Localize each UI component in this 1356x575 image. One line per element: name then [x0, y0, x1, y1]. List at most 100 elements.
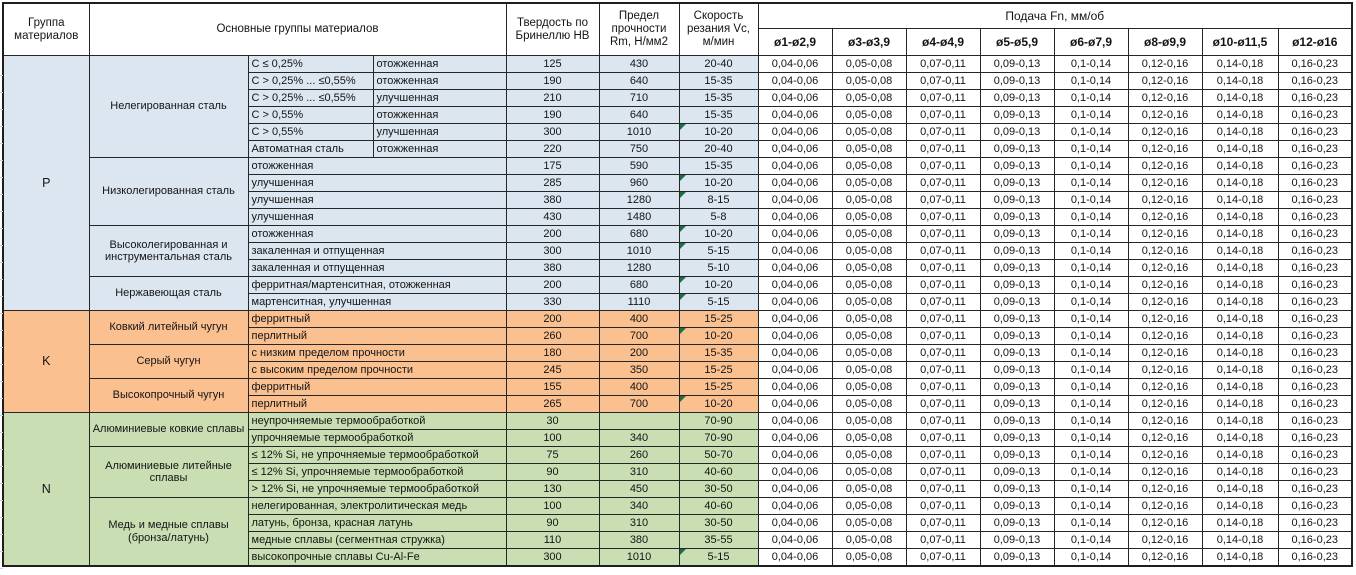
feed-value-cell: 0,07-0,11 [905, 412, 981, 430]
strength-rm-cell: 1010 [598, 123, 680, 141]
feed-value-cell: 0,12-0,16 [1127, 497, 1203, 515]
feed-value-cell: 0,05-0,08 [831, 327, 907, 345]
feed-value-cell: 0,05-0,08 [831, 242, 907, 260]
cutting-speed-cell: 5-15 [678, 293, 759, 311]
feed-value-cell: 0,09-0,13 [979, 514, 1055, 532]
feed-value-cell: 0,14-0,18 [1201, 191, 1279, 209]
feed-value-cell: 0,12-0,16 [1127, 344, 1203, 362]
feed-value-cell: 0,05-0,08 [831, 429, 907, 447]
feed-value-cell: 0,04-0,06 [757, 72, 833, 90]
feed-value-cell: 0,07-0,11 [905, 361, 981, 379]
feed-value-cell: 0,05-0,08 [831, 106, 907, 124]
feed-value-cell: 0,07-0,11 [905, 480, 981, 498]
feed-value-cell: 0,05-0,08 [831, 548, 907, 567]
feed-value-cell: 0,05-0,08 [831, 174, 907, 192]
feed-value-cell: 0,16-0,23 [1277, 242, 1353, 260]
group-letter-cell: K [2, 310, 90, 413]
feed-value-cell: 0,05-0,08 [831, 225, 907, 243]
table-row: улучшенная 430 1480 5-8 0,04-0,06 0,05-0,08 0,… [3, 208, 1353, 226]
cutting-speed-cell: 5-8 [678, 208, 759, 226]
feed-value-cell: 0,09-0,13 [979, 259, 1055, 277]
feed-value-cell: 0,07-0,11 [905, 497, 981, 515]
feed-value-cell: 0,04-0,06 [757, 174, 833, 192]
feed-value-cell: 0,04-0,06 [757, 89, 833, 107]
hardness-hb-cell: 330 [505, 293, 600, 311]
table-row: Нержавеющая сталь ферритная/мартенситная,… [3, 276, 1353, 311]
feed-value-cell: 0,14-0,18 [1201, 480, 1279, 498]
feed-value-cell: 0,14-0,18 [1201, 208, 1279, 226]
header-diameter-col-3: ø4-ø4,9 [905, 28, 981, 56]
feed-value-cell: 0,16-0,23 [1277, 72, 1353, 90]
feed-value-cell: 0,14-0,18 [1201, 140, 1279, 158]
feed-value-cell: 0,12-0,16 [1127, 276, 1203, 294]
feed-value-cell: 0,14-0,18 [1201, 395, 1279, 413]
feed-value-cell: 0,14-0,18 [1201, 412, 1279, 430]
strength-rm-cell: 700 [598, 395, 680, 413]
header-feed-title: Подача Fn, мм/об [757, 2, 1353, 29]
feed-value-cell: 0,1-0,14 [1053, 89, 1129, 107]
feed-value-cell: 0,16-0,23 [1277, 446, 1353, 464]
feed-value-cell: 0,12-0,16 [1127, 310, 1203, 328]
feed-value-cell: 0,12-0,16 [1127, 548, 1203, 567]
cutting-speed-cell: 5-10 [678, 259, 759, 277]
strength-rm-cell: 1480 [598, 208, 680, 226]
strength-rm-cell [598, 412, 680, 430]
feed-value-cell: 0,16-0,23 [1277, 548, 1353, 567]
feed-value-cell: 0,05-0,08 [831, 361, 907, 379]
strength-rm-cell: 1010 [598, 242, 680, 260]
feed-value-cell: 0,04-0,06 [757, 446, 833, 464]
feed-value-cell: 0,07-0,11 [905, 548, 981, 567]
material-description-cell: медные сплавы (сегментная стружка) [247, 531, 507, 549]
feed-value-cell: 0,05-0,08 [831, 55, 907, 73]
material-description-cell: с высоким пределом прочности [247, 361, 507, 379]
feed-value-cell: 0,1-0,14 [1053, 276, 1129, 294]
table-row: Высокопрочный чугун ферритный 155 400 15-25 0… [3, 378, 1353, 413]
feed-value-cell: 0,14-0,18 [1201, 157, 1279, 175]
feed-value-cell: 0,1-0,14 [1053, 140, 1129, 158]
strength-rm-cell: 1010 [598, 548, 680, 567]
feed-value-cell: 0,16-0,23 [1277, 310, 1353, 328]
feed-value-cell: 0,07-0,11 [905, 463, 981, 481]
header-diameter-col-7: ø10-ø11,5 [1201, 28, 1279, 56]
carbon-content-cell: C > 0,55% [247, 106, 374, 124]
feed-value-cell: 0,07-0,11 [905, 225, 981, 243]
feed-value-cell: 0,16-0,23 [1277, 412, 1353, 430]
feed-value-cell: 0,09-0,13 [979, 344, 1055, 362]
table-row: мартенситная, улучшенная 330 1110 5-15 0,04-… [3, 293, 1353, 311]
hardness-hb-cell: 285 [505, 174, 600, 192]
feed-value-cell: 0,14-0,18 [1201, 378, 1279, 396]
feed-value-cell: 0,14-0,18 [1201, 497, 1279, 515]
green-triangle-marker-icon [680, 277, 686, 283]
feed-value-cell: 0,1-0,14 [1053, 174, 1129, 192]
feed-value-cell: 0,09-0,13 [979, 412, 1055, 430]
feed-value-cell: 0,12-0,16 [1127, 123, 1203, 141]
cutting-speed-cell: 15-35 [678, 344, 759, 362]
green-triangle-marker-icon [680, 396, 686, 402]
feed-value-cell: 0,09-0,13 [979, 191, 1055, 209]
carbon-content-cell: C ≤ 0,25% [247, 55, 374, 73]
table-row: ≤ 12% Si, упрочняемые термообработкой 90 3… [3, 463, 1353, 481]
feed-value-cell: 0,09-0,13 [979, 225, 1055, 243]
feed-value-cell: 0,12-0,16 [1127, 72, 1203, 90]
feed-value-cell: 0,04-0,06 [757, 276, 833, 294]
header-diameter-col-8: ø12-ø16 [1277, 28, 1353, 56]
cutting-speed-cell: 5-15 [678, 548, 759, 567]
hardness-hb-cell: 125 [505, 55, 600, 73]
hardness-hb-cell: 175 [505, 157, 600, 175]
carbon-content-cell: C > 0,25% ... ≤0,55% [247, 72, 374, 90]
feed-value-cell: 0,12-0,16 [1127, 259, 1203, 277]
strength-rm-cell: 400 [598, 310, 680, 328]
feed-value-cell: 0,05-0,08 [831, 395, 907, 413]
feed-value-cell: 0,05-0,08 [831, 412, 907, 430]
feed-value-cell: 0,16-0,23 [1277, 480, 1353, 498]
cutting-speed-cell: 70-90 [678, 429, 759, 447]
feed-value-cell: 0,16-0,23 [1277, 191, 1353, 209]
hardness-hb-cell: 90 [505, 463, 600, 481]
table-row: C > 0,55% отожженная 190 640 15-35 0,04-0,06 0… [3, 106, 1353, 124]
feed-value-cell: 0,1-0,14 [1053, 378, 1129, 396]
material-subgroup-cell: Низколегированная сталь [88, 157, 249, 226]
material-subgroup-cell: Алюминиевые ковкие сплавы [88, 412, 249, 447]
feed-value-cell: 0,05-0,08 [831, 480, 907, 498]
feed-value-cell: 0,05-0,08 [831, 378, 907, 396]
feed-value-cell: 0,05-0,08 [831, 463, 907, 481]
